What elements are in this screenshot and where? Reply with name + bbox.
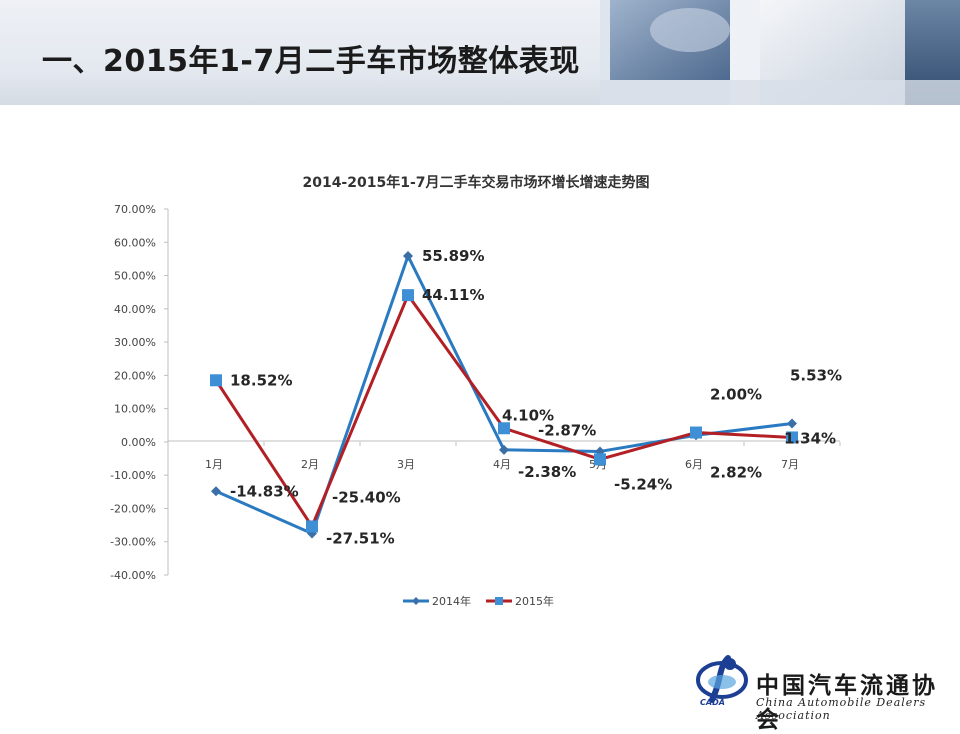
data-point-2015 [690, 426, 702, 439]
y-tick-label: 70.00% [114, 203, 156, 216]
data-point-2015 [594, 453, 606, 466]
data-point-2015 [498, 422, 510, 435]
y-tick-label: -10.00% [110, 469, 156, 482]
data-label: -2.87% [538, 421, 596, 439]
x-tick-label: 3月 [397, 458, 415, 471]
data-labels: -14.83% -27.51% 55.89% -2.38% -2.87% 2.00% 5.5… [230, 247, 842, 547]
cada-logo: CADA 中国汽车流通协会 China Automobile Dealers A… [694, 654, 954, 733]
data-label: -25.40% [332, 488, 401, 506]
data-point-2015 [210, 374, 222, 387]
y-tick-label: -20.00% [110, 502, 156, 515]
cada-emblem-icon [696, 655, 748, 703]
legend-label: 2015年 [515, 594, 554, 608]
data-point-2015 [786, 431, 798, 444]
data-point-2015 [402, 289, 414, 302]
y-axis-ticks: 70.00% 60.00% 50.00% 40.00% 30.00% 20.00% 10.0… [110, 203, 168, 582]
legend-marker-2014 [412, 597, 420, 605]
data-label: -5.24% [614, 475, 672, 493]
legend-marker-2015 [495, 597, 503, 605]
data-label: 2.00% [710, 385, 762, 403]
data-label: -14.83% [230, 482, 299, 500]
x-tick-label: 4月 [493, 458, 511, 471]
data-label: -27.51% [326, 529, 395, 547]
y-tick-label: 50.00% [114, 270, 156, 283]
x-tick-label: 6月 [685, 458, 703, 471]
x-tick-label: 2月 [301, 458, 319, 471]
data-point-2014 [211, 486, 221, 497]
x-tick-label: 7月 [781, 458, 799, 471]
data-point-2015 [306, 520, 318, 533]
y-tick-label: -40.00% [110, 569, 156, 582]
data-label: 18.52% [230, 371, 292, 389]
data-label: -2.38% [518, 463, 576, 481]
series-lines [214, 254, 793, 535]
data-label: 2.82% [710, 464, 762, 482]
header-banner: 一、2015年1-7月二手车市场整体表现 [0, 0, 960, 105]
y-tick-label: 60.00% [114, 236, 156, 249]
y-tick-label: 40.00% [114, 303, 156, 316]
logo-name-cn: 中国汽车流通协会 [756, 672, 938, 733]
data-point-2014 [403, 250, 413, 261]
header-decoration [600, 0, 960, 105]
data-label: 4.10% [502, 406, 554, 424]
data-point-2014 [499, 444, 509, 455]
y-tick-label: 0.00% [121, 436, 156, 449]
y-tick-label: 20.00% [114, 369, 156, 382]
chart-title: 2014-2015年1-7月二手车交易市场环增长增速走势图 [302, 174, 649, 191]
y-tick-label: 30.00% [114, 336, 156, 349]
data-label: 44.11% [422, 286, 484, 304]
series-markers [210, 250, 798, 539]
data-label: 5.53% [790, 367, 842, 385]
legend-label: 2014年 [432, 594, 471, 608]
data-point-2014 [787, 418, 797, 429]
data-label: 55.89% [422, 247, 484, 265]
series-line-0 [215, 254, 793, 535]
logo-abbr: CADA [700, 698, 725, 707]
chart-legend: 2014年 2015年 [403, 594, 554, 608]
logo-name-en: China Automobile Dealers Association [756, 696, 927, 722]
y-tick-label: 10.00% [114, 403, 156, 416]
page-title: 一、2015年1-7月二手车市场整体表现 [42, 44, 580, 79]
data-label: 1.34% [784, 429, 836, 447]
line-chart: 2014-2015年1-7月二手车交易市场环增长增速走势图 70.00% 60.0… [110, 174, 842, 608]
y-tick-label: -30.00% [110, 536, 156, 549]
x-tick-label: 1月 [205, 458, 223, 471]
